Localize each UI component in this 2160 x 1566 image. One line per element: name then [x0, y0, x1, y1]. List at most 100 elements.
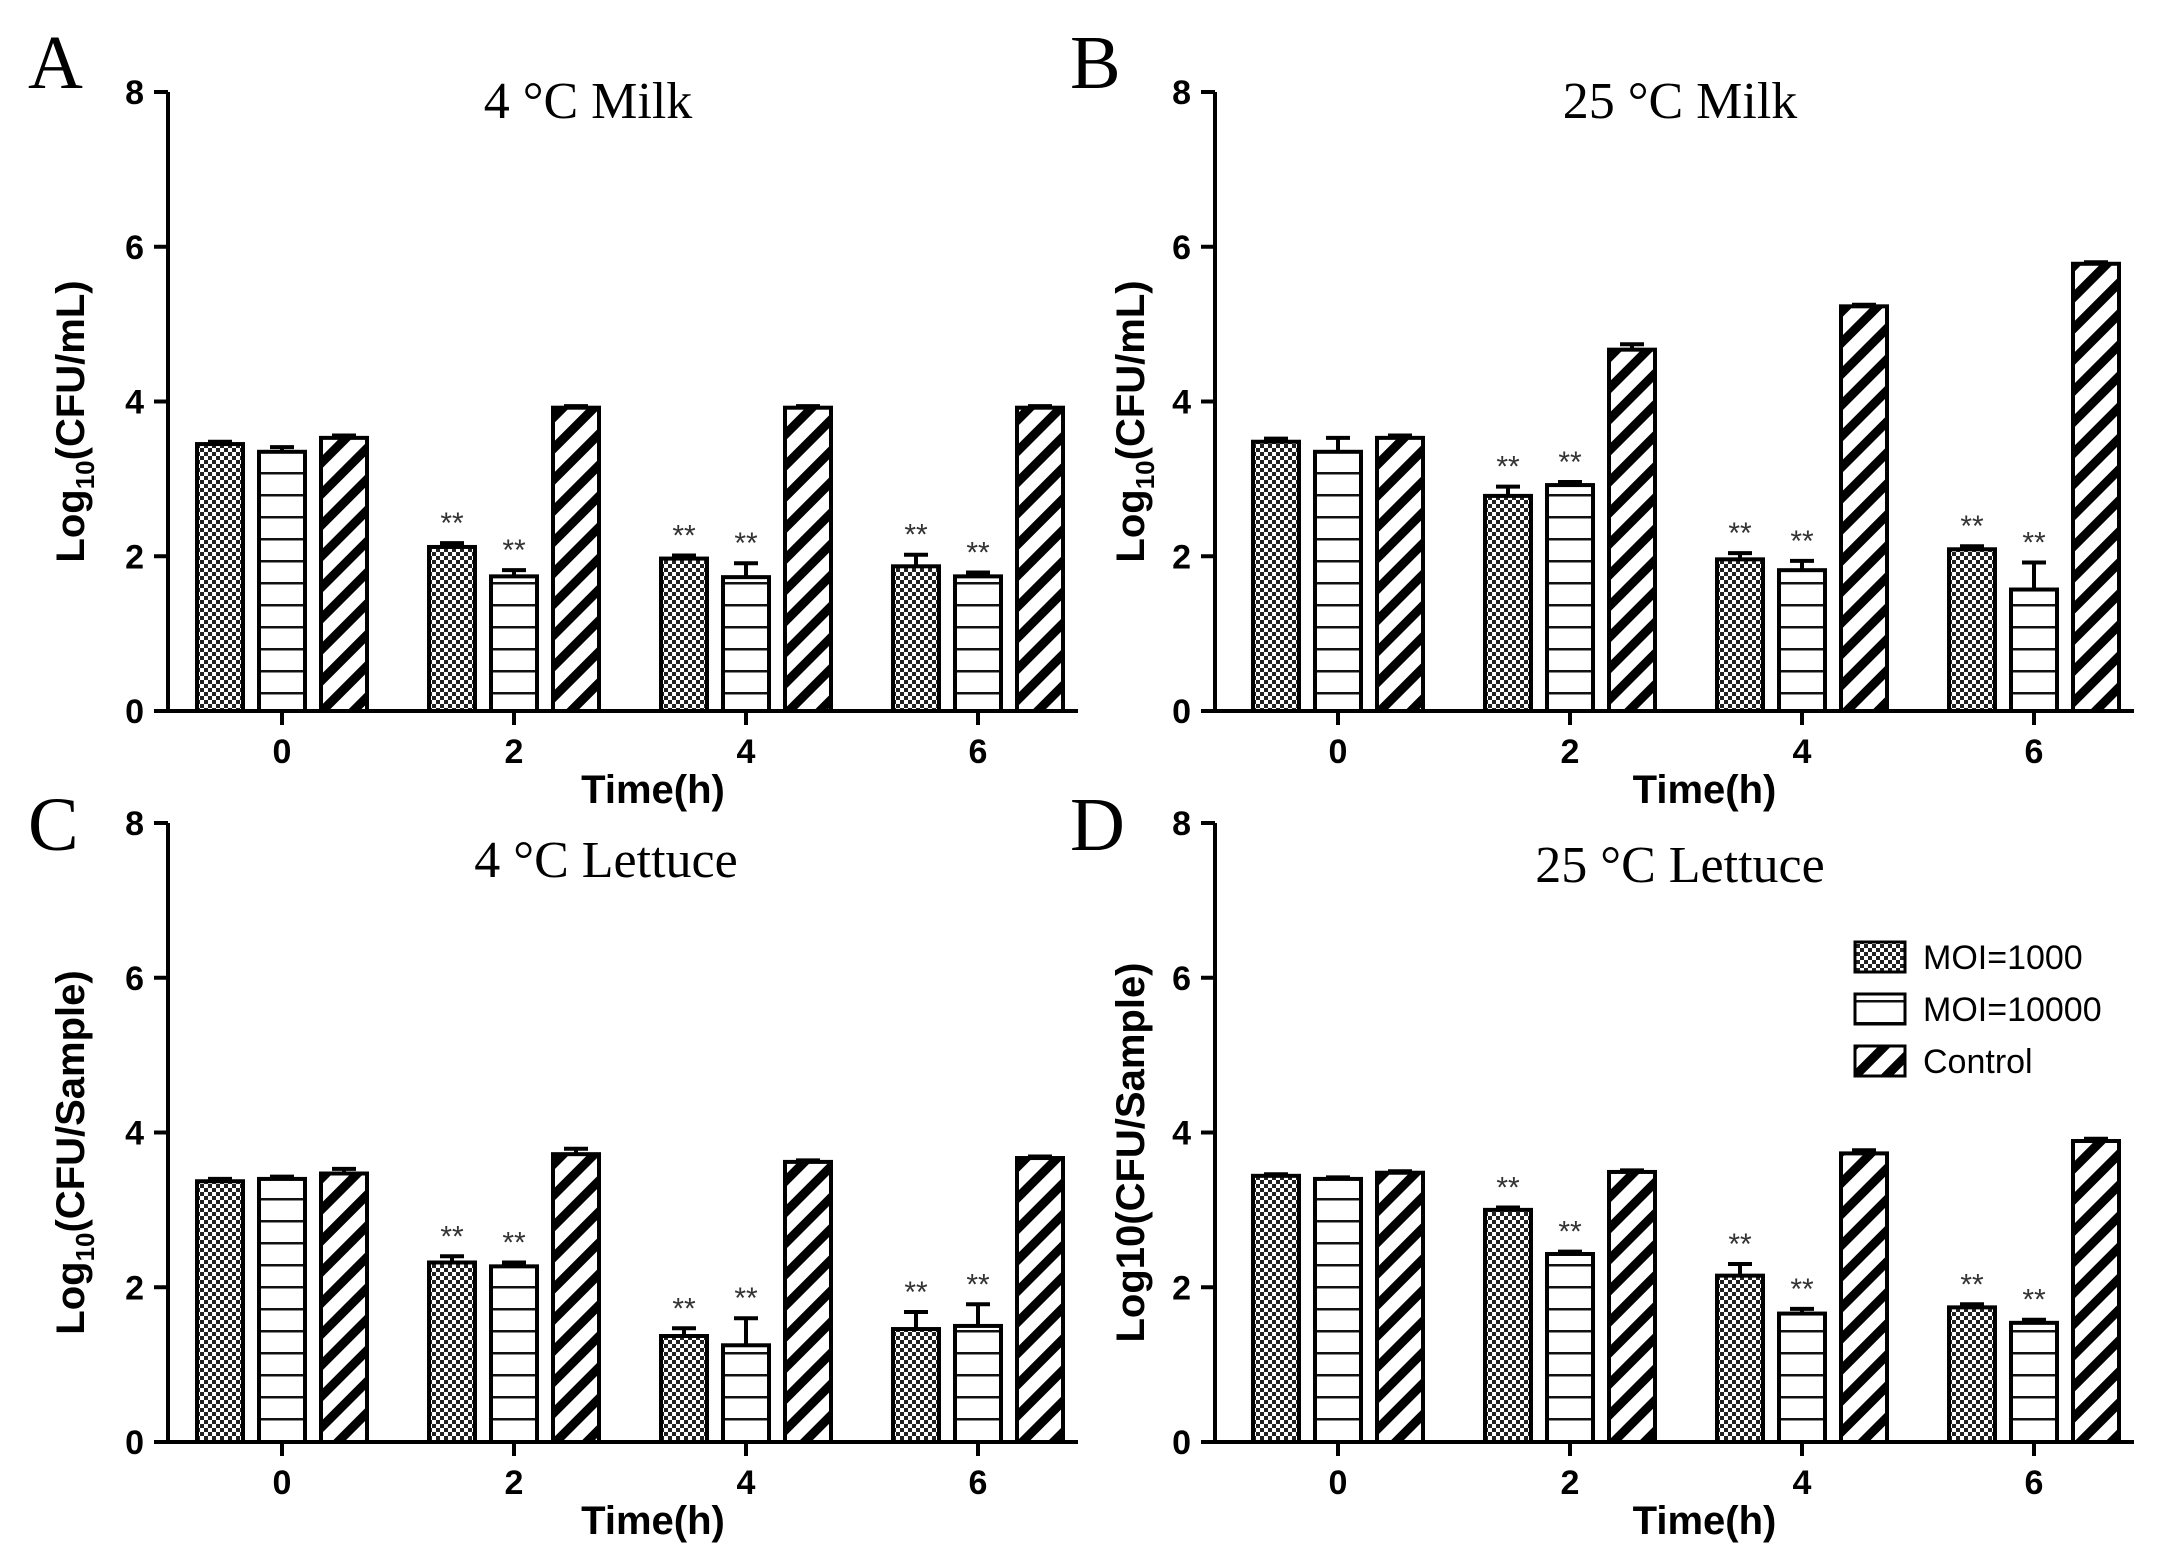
y-tick-label: 4	[125, 384, 144, 422]
bar-control	[319, 1171, 369, 1445]
chart-panel-a: A 4 °C Milk 0 2 4 6 8 0 2 ** ** 4 ** ** 6 ** ** Time(h) Lo…	[28, 21, 1078, 812]
x-tick-label: 0	[273, 733, 292, 771]
y-tick-label: 8	[125, 805, 144, 843]
legend-swatch-control	[1853, 1044, 1907, 1078]
x-axis-label: Time(h)	[581, 1499, 725, 1543]
y-tick-label: 6	[125, 960, 144, 998]
bar-moi-10000	[257, 449, 307, 713]
x-tick-label: 2	[505, 1464, 524, 1502]
panel-letter: C	[28, 783, 79, 867]
x-tick-label: 6	[2025, 733, 2044, 771]
bar-control	[551, 1152, 601, 1445]
legend-swatch-moi-10000	[1853, 992, 1907, 1026]
y-tick-label: 2	[125, 538, 144, 576]
significance-label: **	[2022, 1284, 2046, 1317]
bar-moi-10000	[2009, 1320, 2059, 1445]
y-tick-label: 2	[1172, 538, 1191, 576]
bar-moi-10000	[1313, 449, 1363, 713]
significance-label: **	[1496, 451, 1520, 484]
x-tick-label: 4	[737, 1464, 756, 1502]
bar-moi-10000	[721, 1343, 771, 1444]
significance-label: **	[502, 1226, 526, 1259]
bar-moi-1000	[659, 1333, 709, 1444]
bar-moi-1000	[1715, 557, 1765, 713]
bar-moi-1000	[1251, 1173, 1301, 1444]
panel-letter: A	[28, 21, 83, 105]
bar-moi-10000	[257, 1176, 307, 1445]
y-axis-label: Log10(CFU/Sample)	[49, 970, 100, 1334]
chart-panel-c: C 4 °C Lettuce 0 2 4 6 8 0 2 ** ** 4 ** ** 6 ** ** Time(h…	[28, 783, 1078, 1543]
x-tick-label: 0	[273, 1464, 292, 1502]
bar-control	[319, 435, 369, 713]
chart-title: 4 °C Lettuce	[474, 832, 737, 889]
significance-label: **	[502, 534, 526, 567]
x-tick-label: 2	[1561, 733, 1580, 771]
bar-moi-10000	[1313, 1176, 1363, 1445]
y-tick-label: 0	[1172, 1424, 1191, 1462]
y-tick-label: 8	[1172, 805, 1191, 843]
significance-label: **	[734, 1282, 758, 1315]
bar-moi-1000	[891, 1327, 941, 1444]
bar-control	[1839, 304, 1889, 713]
significance-label: **	[1728, 1228, 1752, 1261]
x-tick-label: 4	[1793, 1464, 1812, 1502]
significance-label: **	[734, 527, 758, 560]
chart-title: 25 °C Milk	[1563, 73, 1798, 130]
bar-moi-10000	[953, 1323, 1003, 1444]
bar-moi-10000	[1545, 483, 1595, 713]
bar-moi-1000	[1251, 439, 1301, 713]
bar-moi-1000	[659, 556, 709, 713]
x-tick-label: 0	[1329, 1464, 1348, 1502]
bar-moi-1000	[427, 544, 477, 714]
bar-moi-10000	[721, 575, 771, 713]
y-axis-label: Log10(CFU/mL)	[1109, 280, 1160, 562]
bar-control	[783, 405, 833, 713]
chart-panel-b: B 25 °C Milk 0 2 4 6 8 0 2 ** ** 4 ** ** 6 ** ** Time(h) L…	[1070, 21, 2134, 812]
bar-moi-10000	[489, 1264, 539, 1445]
x-tick-label: 2	[505, 733, 524, 771]
bar-moi-1000	[891, 564, 941, 714]
significance-label: **	[1960, 510, 1984, 543]
significance-label: **	[966, 536, 990, 569]
significance-label: **	[1558, 1216, 1582, 1249]
bar-control	[783, 1159, 833, 1444]
legend-swatch-moi-1000	[1853, 940, 1907, 974]
bar-control	[1015, 405, 1065, 713]
bar-moi-10000	[1545, 1251, 1595, 1445]
x-tick-label: 6	[969, 1464, 988, 1502]
chart-title: 4 °C Milk	[484, 73, 693, 130]
y-tick-label: 0	[125, 1424, 144, 1462]
significance-label: **	[1558, 446, 1582, 479]
legend-label: Control	[1923, 1043, 2033, 1081]
bar-control	[2071, 261, 2121, 713]
bar-moi-1000	[1715, 1273, 1765, 1445]
x-tick-label: 6	[2025, 1464, 2044, 1502]
bar-control	[2071, 1139, 2121, 1444]
legend: MOI=1000 MOI=10000 Control	[1853, 939, 2102, 1081]
bar-control	[1607, 347, 1657, 713]
x-axis-label: Time(h)	[1633, 768, 1777, 812]
bar-moi-10000	[489, 574, 539, 713]
x-axis-label: Time(h)	[581, 768, 725, 812]
legend-label: MOI=10000	[1923, 991, 2102, 1029]
bar-moi-1000	[1483, 493, 1533, 713]
bar-moi-1000	[1947, 1305, 1997, 1445]
panel-letter: B	[1070, 21, 1121, 105]
significance-label: **	[672, 519, 696, 552]
y-tick-label: 8	[125, 74, 144, 112]
significance-label: **	[1790, 525, 1814, 558]
y-tick-label: 8	[1172, 74, 1191, 112]
significance-label: **	[966, 1268, 990, 1301]
y-tick-label: 2	[125, 1269, 144, 1307]
panel-letter: D	[1070, 783, 1125, 867]
y-tick-label: 0	[125, 693, 144, 731]
bar-control	[1015, 1156, 1065, 1444]
bar-control	[1375, 1170, 1425, 1444]
significance-label: **	[440, 1220, 464, 1253]
significance-label: **	[672, 1292, 696, 1325]
bar-control	[551, 405, 601, 713]
significance-label: **	[904, 1276, 928, 1309]
x-tick-label: 2	[1561, 1464, 1580, 1502]
significance-label: **	[1496, 1172, 1520, 1205]
